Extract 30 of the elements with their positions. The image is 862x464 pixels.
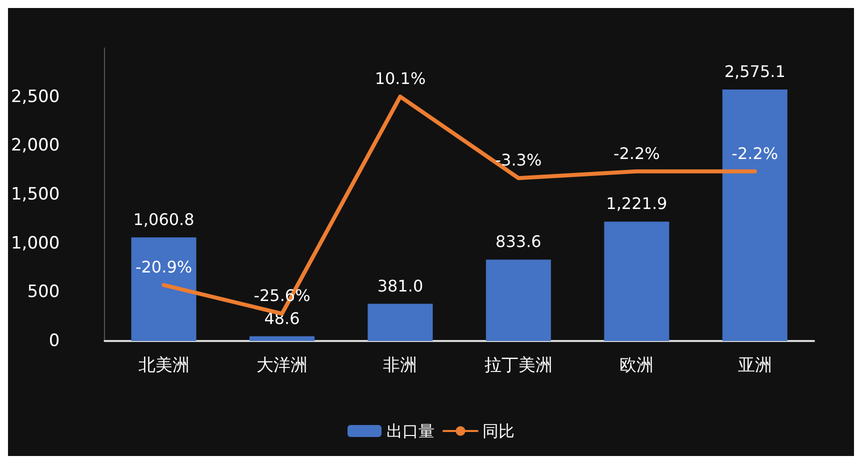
data-label: -2.2% (613, 144, 660, 163)
legend-label: 出口量 (386, 422, 434, 440)
data-label: 1,060.8 (133, 210, 194, 229)
data-label: -3.3% (495, 150, 542, 170)
data-label: -20.9% (135, 258, 192, 277)
bar (486, 260, 551, 341)
legend-label: 同比 (482, 422, 514, 440)
x-tick-label: 欧洲 (620, 356, 654, 376)
y-tick-label: 2,000 (10, 136, 60, 156)
bar (722, 90, 788, 341)
data-label: 1,221.9 (606, 194, 668, 214)
y-tick-label: 500 (27, 282, 60, 302)
bar (131, 237, 196, 341)
x-tick-label: 北美洲 (138, 356, 190, 376)
y-tick-label: 1,000 (10, 233, 60, 254)
y-tick-label: 1,500 (10, 184, 60, 204)
data-label: -2.2% (732, 144, 778, 163)
x-tick-label: 拉丁美洲 (484, 356, 552, 376)
data-label: 2,575.1 (724, 62, 786, 81)
bar (249, 336, 315, 341)
y-tick-label: 2,500 (10, 86, 60, 107)
bar (604, 222, 670, 341)
data-label: 10.1% (374, 69, 426, 88)
x-tick-label: 亚洲 (738, 356, 772, 376)
x-tick-label: 大洋洲 (256, 356, 308, 376)
bar (368, 304, 433, 341)
data-label: 381.0 (377, 276, 424, 296)
data-label: 833.6 (496, 232, 542, 252)
y-tick-label: 0 (48, 331, 60, 351)
x-tick-label: 非洲 (383, 356, 418, 376)
